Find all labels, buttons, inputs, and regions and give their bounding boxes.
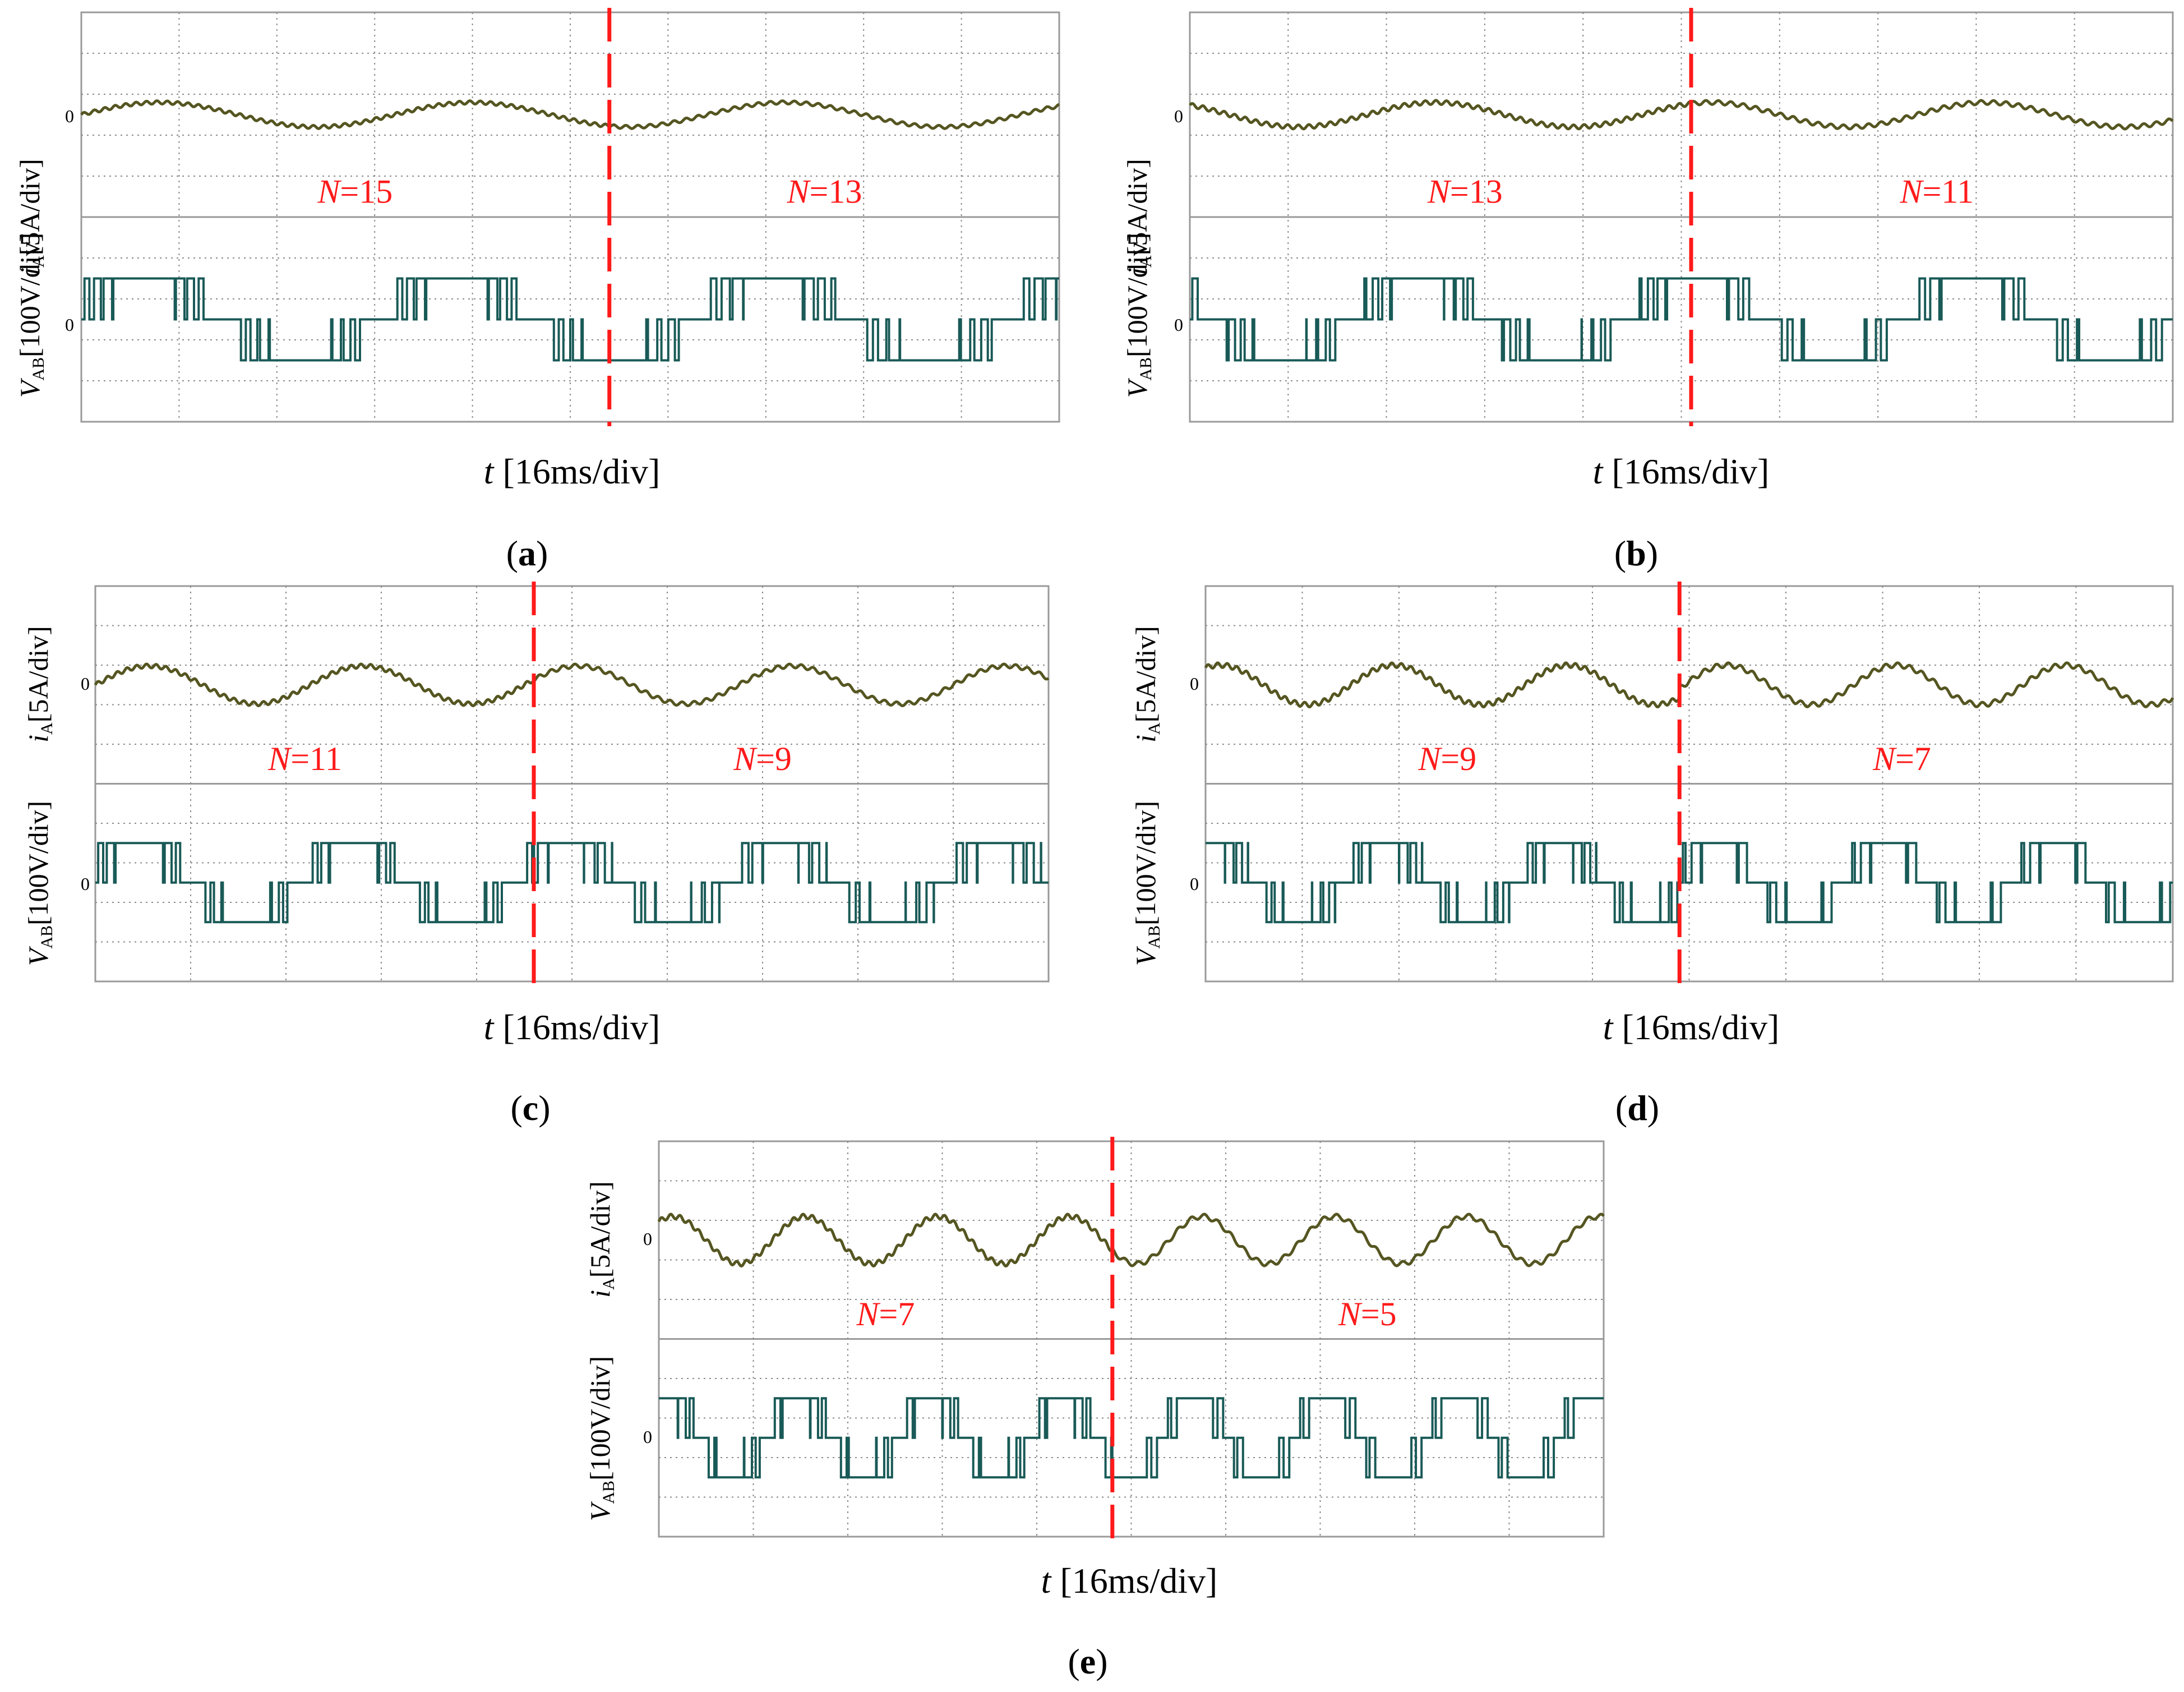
panel-a-label-n13: N=13 <box>787 173 862 210</box>
panel-e-label-n5: N=5 <box>1338 1295 1397 1333</box>
panel-b-label-n13: N=13 <box>1427 173 1503 210</box>
panel-b-zero-voltage: 0 <box>1174 315 1183 335</box>
panel-a: iA[5A/div] VAB[100V/div] 0 0 N=15 N=13 t… <box>14 8 1060 573</box>
panel-a-ylabel-current: iA[5A/div] <box>14 159 48 275</box>
panel-d-ylabel-current: iA[5A/div] <box>1130 626 1163 743</box>
panel-e-caption: (e) <box>1068 1642 1107 1681</box>
panel-c-ylabel-voltage: VAB[100V/div] <box>22 801 56 966</box>
panel-c-current-trace <box>94 662 1050 708</box>
panel-b-xlabel: t [16ms/div] <box>1593 451 1770 491</box>
panel-e-voltage-trace <box>659 1397 1604 1479</box>
panel-c: iA[5A/div] VAB[100V/div] 0 0 N=11 N=9 t … <box>22 582 1050 1128</box>
panel-c-zero-current: 0 <box>81 674 90 694</box>
panel-e-label-n7: N=7 <box>856 1295 915 1333</box>
panel-b-caption: (b) <box>1614 533 1658 573</box>
panel-c-voltage-trace <box>95 842 1049 924</box>
panel-c-ylabel-current: iA[5A/div] <box>22 626 56 743</box>
panel-a-voltage-trace <box>81 277 1059 362</box>
panel-b-ylabel-current: iA[5A/div] <box>1121 159 1155 275</box>
panel-b-current-trace <box>1189 99 2174 131</box>
panel-d: iA[5A/div] VAB[100V/div] 0 0 N=9 N=7 t [… <box>1130 582 2174 1128</box>
panel-c-label-n9: N=9 <box>733 740 792 777</box>
panel-e-ylabel-current: iA[5A/div] <box>584 1181 618 1298</box>
panel-d-caption: (d) <box>1615 1088 1659 1128</box>
panel-a-zero-current: 0 <box>65 106 74 126</box>
panel-a-zero-voltage: 0 <box>65 315 74 335</box>
panel-c-caption: (c) <box>510 1088 550 1128</box>
panel-d-current-trace <box>1204 661 2174 709</box>
panel-b-voltage-trace <box>1190 277 2173 362</box>
panel-d-xlabel: t [16ms/div] <box>1603 1007 1780 1047</box>
panel-e-zero-current: 0 <box>643 1229 652 1249</box>
panel-e-xlabel: t [16ms/div] <box>1041 1561 1218 1601</box>
panel-b-label-n11: N=11 <box>1899 173 1974 210</box>
panel-a-ylabel-voltage: VAB[100V/div] <box>14 233 48 398</box>
panel-a-caption: (a) <box>506 533 548 573</box>
panel-b: iA[5A/div] VAB[100V/div] 0 0 N=13 N=11 t… <box>1121 8 2174 573</box>
panel-a-grid <box>80 11 1060 423</box>
panel-a-xlabel: t [16ms/div] <box>484 451 661 491</box>
panel-e-zero-voltage: 0 <box>643 1427 652 1447</box>
panel-e: iA[5A/div] VAB[100V/div] 0 0 N=7 N=5 t [… <box>584 1137 1605 1681</box>
panel-d-label-n7: N=7 <box>1872 740 1931 777</box>
panel-d-voltage-trace <box>1206 842 2173 924</box>
panel-c-label-n11: N=11 <box>267 740 342 777</box>
panel-d-zero-voltage: 0 <box>1190 874 1199 894</box>
panel-c-xlabel: t [16ms/div] <box>484 1007 661 1047</box>
panel-e-current-trace <box>657 1212 1605 1268</box>
panel-a-current-trace <box>80 99 1060 130</box>
panel-d-label-n9: N=9 <box>1417 740 1476 777</box>
panel-e-grid <box>658 1140 1605 1538</box>
panel-d-zero-current: 0 <box>1190 674 1199 694</box>
panel-d-grid <box>1204 585 2174 983</box>
panel-a-label-n15: N=15 <box>317 173 393 210</box>
panel-b-grid <box>1189 11 2174 423</box>
panel-d-ylabel-voltage: VAB[100V/div] <box>1130 801 1163 966</box>
panel-c-zero-voltage: 0 <box>81 874 90 894</box>
panel-e-ylabel-voltage: VAB[100V/div] <box>584 1356 618 1521</box>
panel-b-zero-current: 0 <box>1174 106 1183 126</box>
panel-b-ylabel-voltage: VAB[100V/div] <box>1121 233 1155 398</box>
